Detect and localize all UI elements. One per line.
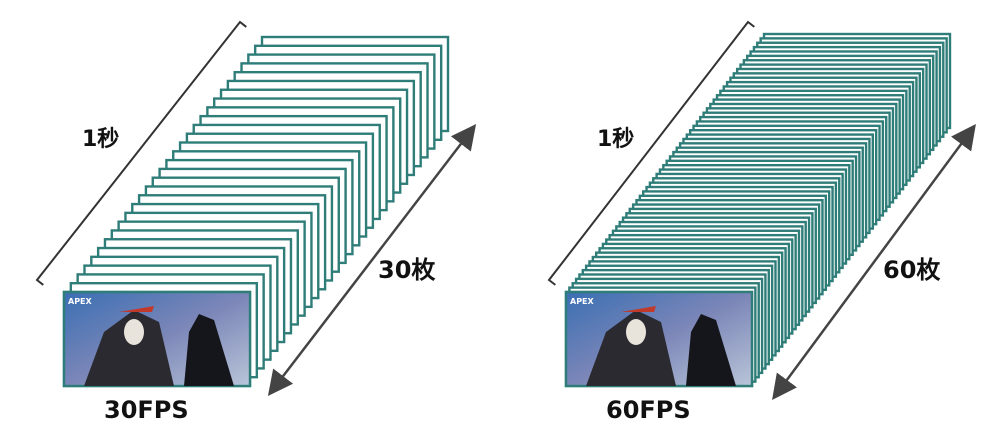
duration-bracket [35, 20, 247, 286]
apex-logo: APEX [570, 297, 595, 306]
duration-label-30fps: 1秒 [82, 127, 119, 152]
fps-label-60fps: 60FPS [606, 396, 691, 424]
duration-label-60fps: 1秒 [597, 127, 634, 152]
game-thumbnail: APEX [62, 290, 252, 388]
count-label-60fps: 60枚 [883, 256, 940, 284]
count-label-30fps: 30枚 [378, 256, 435, 284]
fps-label-30fps: 30FPS [104, 396, 189, 424]
count-arrow [772, 123, 976, 401]
panel-60fps: APEX [547, 20, 976, 401]
panel-30fps: APEX [35, 20, 477, 396]
duration-bracket [547, 20, 755, 286]
game-thumbnail: APEX [564, 290, 754, 388]
apex-logo: APEX [68, 297, 93, 306]
count-arrow [267, 124, 477, 396]
